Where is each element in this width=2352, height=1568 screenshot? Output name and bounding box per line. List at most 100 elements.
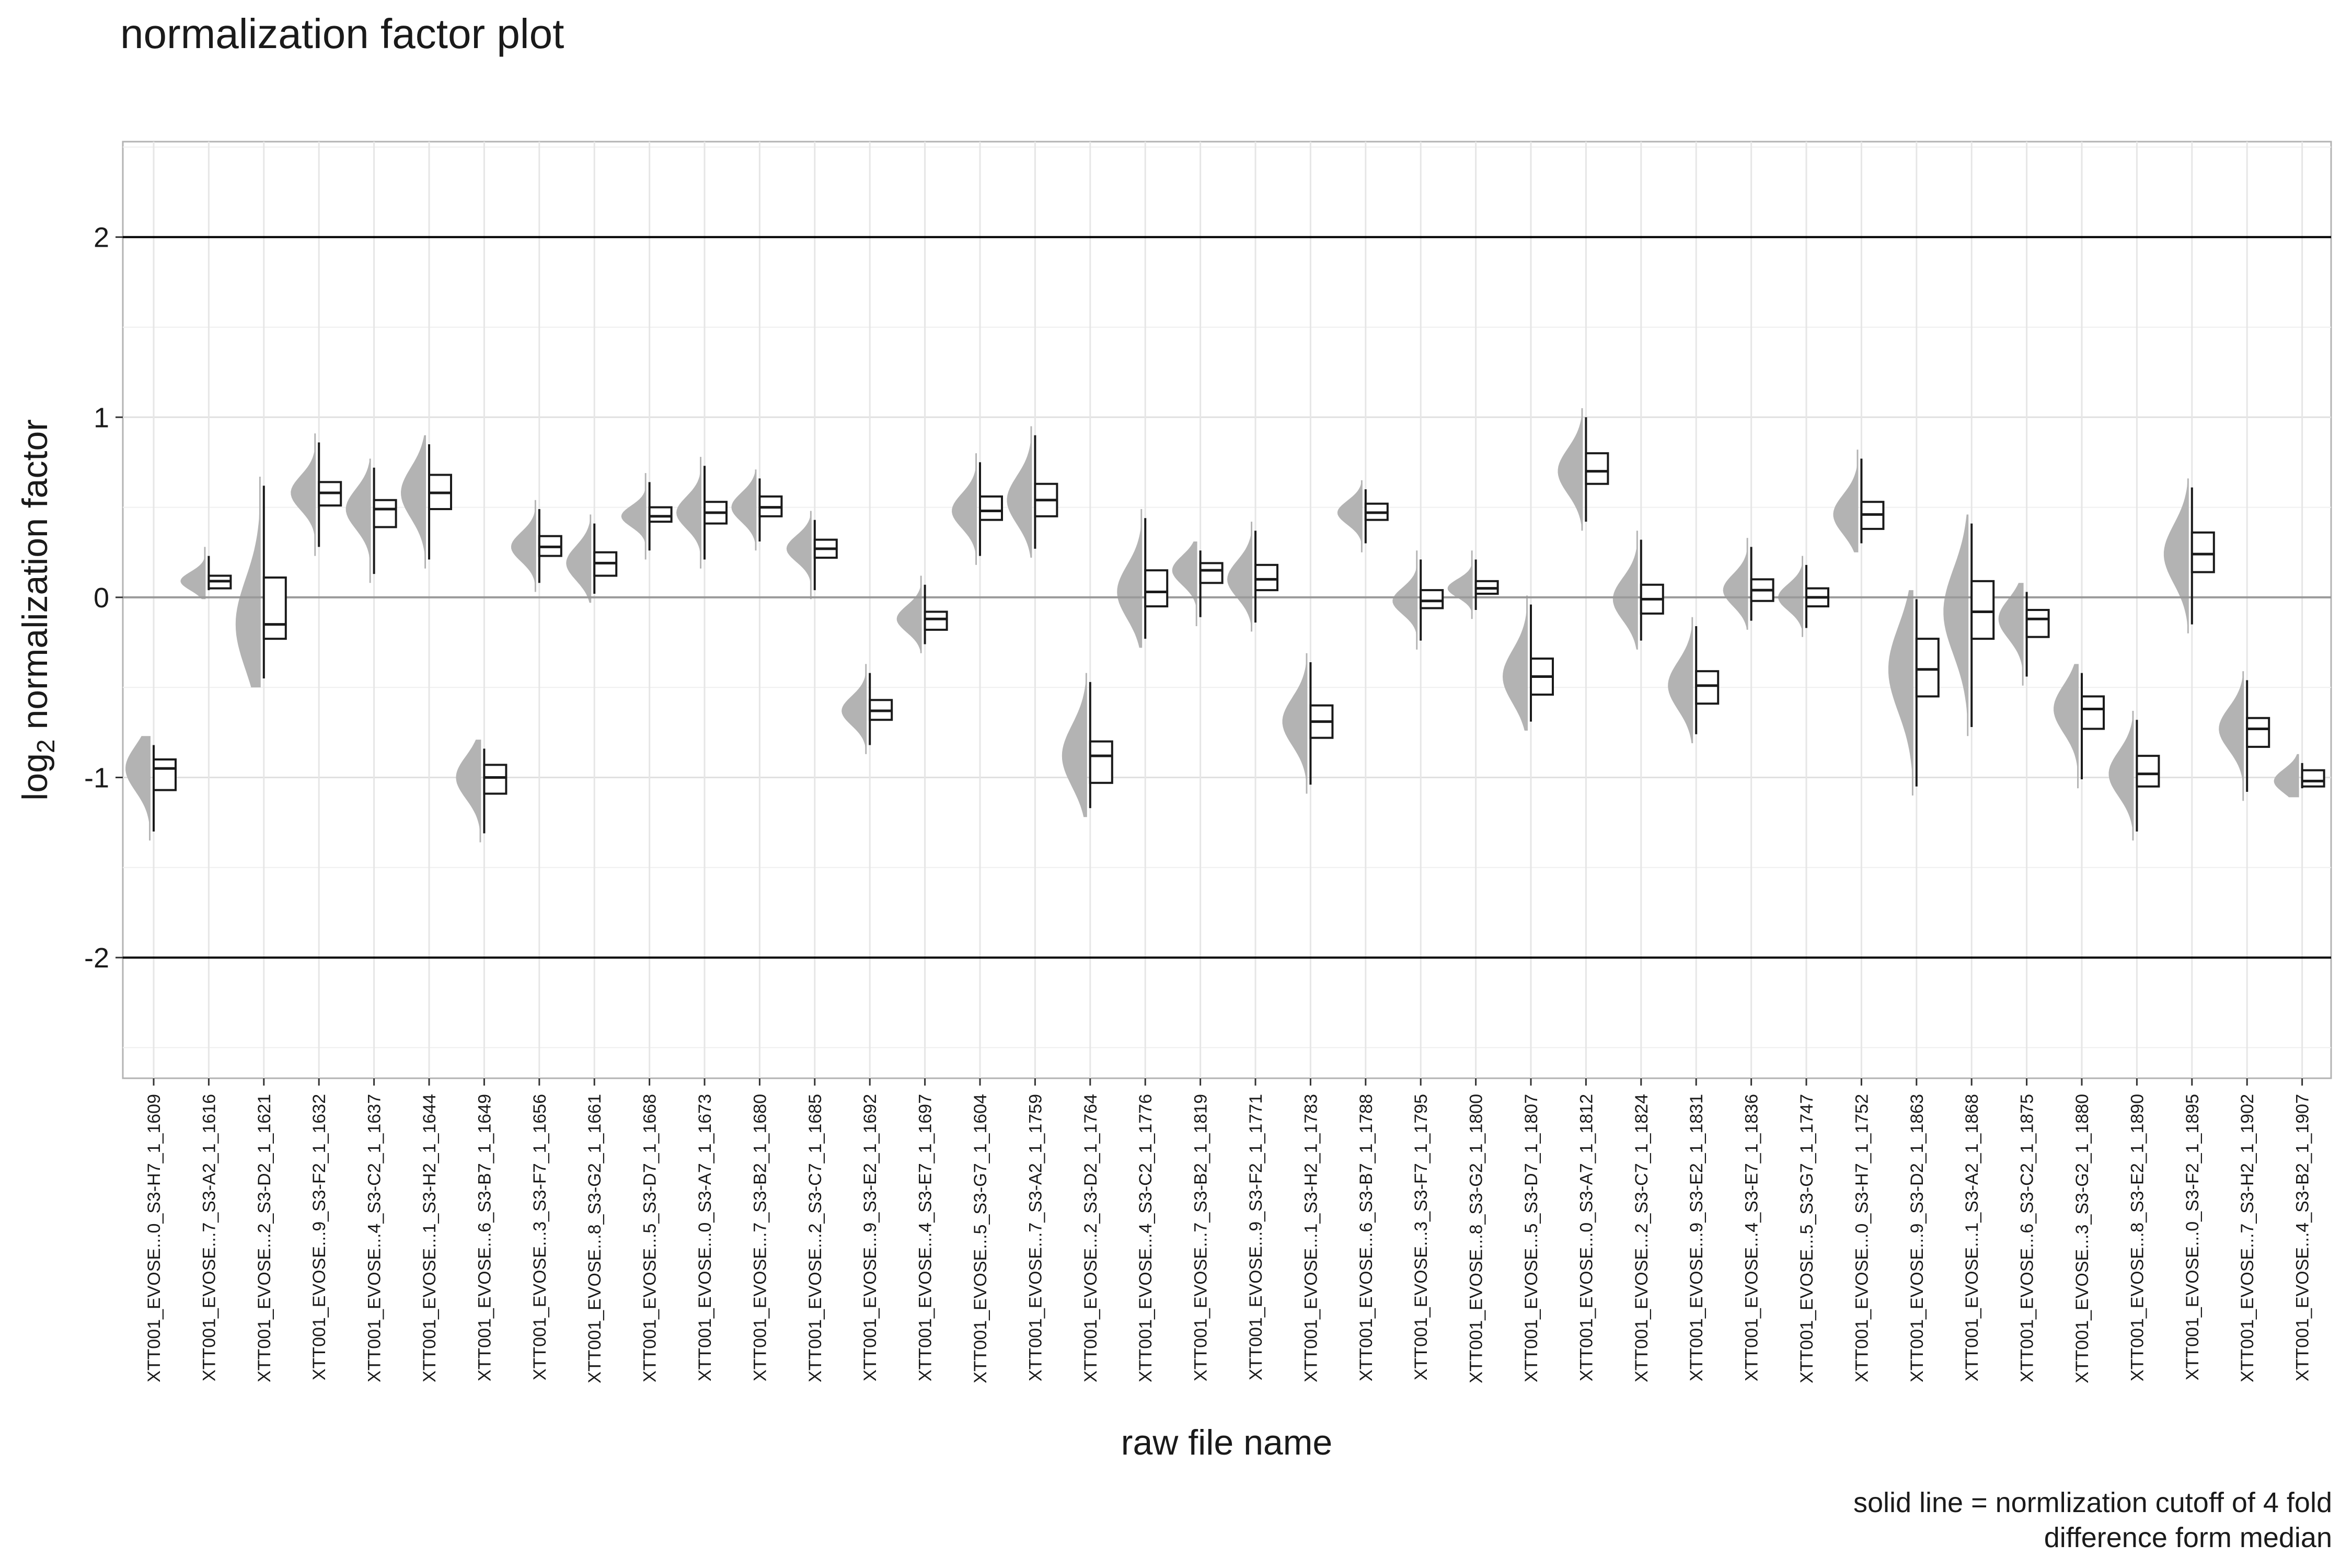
violin-shape [2219, 671, 2244, 801]
violin-shape [1282, 653, 1308, 794]
boxplot [428, 444, 452, 560]
boxplot [869, 673, 893, 745]
boxplot [262, 486, 287, 678]
plot-panel [122, 141, 2332, 1079]
x-tick-label: XTT001_EVOSE...4_S3-C2_1_1637 [365, 1094, 385, 1382]
iqr-box [2136, 755, 2160, 788]
boxplot [1474, 559, 1499, 610]
x-tick-label: XTT001_EVOSE...2_S3-C7_1_1824 [1632, 1094, 1652, 1382]
x-tick-label: XTT001_EVOSE...9_S3-E2_1_1692 [860, 1094, 880, 1381]
boxplot [1309, 662, 1334, 785]
boxplot [1915, 599, 1940, 787]
x-tick-label: XTT001_EVOSE...0_S3-A7_1_1812 [1576, 1094, 1596, 1381]
violin-shape [401, 435, 426, 569]
violin-shape [621, 473, 647, 560]
boxplot [1750, 547, 1774, 621]
violin-shape [1998, 583, 2024, 686]
x-tick-label: XTT001_EVOSE...8_S3-G2_1_1661 [585, 1094, 605, 1383]
x-tick-label: XTT001_EVOSE...0_S3-H7_1_1609 [144, 1094, 164, 1382]
boxplot [758, 478, 783, 542]
violin-shape [566, 514, 592, 603]
x-tick-label: XTT001_EVOSE...7_S3-B2_1_1819 [1191, 1094, 1211, 1381]
boxplot [1695, 626, 1720, 734]
x-tick-label: XTT001_EVOSE...3_S3-F7_1_1795 [1411, 1094, 1431, 1380]
iqr-box [2190, 531, 2215, 573]
x-tick-label: XTT001_EVOSE...9_S3-E2_1_1831 [1687, 1094, 1707, 1381]
x-tick-label: XTT001_EVOSE...6_S3-B7_1_1649 [475, 1094, 494, 1381]
x-tick-label: XTT001_EVOSE...9_S3-D2_1_1863 [1907, 1094, 1927, 1382]
x-tick-label: XTT001_EVOSE...3_S3-F7_1_1656 [530, 1094, 550, 1380]
x-tick-label: XTT001_EVOSE...5_S3-D7_1_1668 [640, 1094, 660, 1382]
x-tick-label: XTT001_EVOSE...8_S3-E2_1_1890 [2127, 1094, 2147, 1381]
boxplot [1144, 518, 1169, 639]
iqr-box [2246, 717, 2270, 748]
y-tick-label: -1 [84, 762, 109, 793]
violin-shape [1833, 449, 1859, 552]
violin-shape [2274, 754, 2299, 798]
boxplot [483, 748, 508, 834]
violin-shape [1943, 514, 1969, 736]
boxplot [318, 442, 342, 547]
iqr-box [1089, 740, 1113, 784]
y-axis-title: log2 normalization factor [15, 419, 60, 801]
x-tick-label: XTT001_EVOSE...0_S3-H7_1_1752 [1852, 1094, 1872, 1382]
iqr-box [1254, 563, 1278, 592]
x-tick-label: XTT001_EVOSE...7_S3-H2_1_1902 [2238, 1094, 2257, 1382]
iqr-box [1695, 670, 1720, 705]
y-axis-ticks: 2 1 0 -1 -2 [84, 222, 123, 974]
violin-shape [731, 469, 757, 551]
iqr-box [1970, 580, 1995, 640]
caption-line-1: solid line = normlization cutoff of 4 fo… [1853, 1487, 2332, 1518]
boxplot [1420, 559, 1444, 641]
iqr-box [1199, 562, 1224, 584]
violin-shape [896, 575, 922, 653]
violin-shape [180, 547, 206, 599]
boxplot [2136, 720, 2160, 832]
boxplot [1034, 435, 1058, 549]
boxplot [704, 466, 728, 560]
y-tick-label: 2 [94, 222, 109, 253]
boxplot [1254, 531, 1278, 623]
violin-shape [1723, 538, 1748, 630]
y-tick-label: 1 [94, 402, 109, 433]
iqr-box [153, 758, 177, 791]
x-tick-label: XTT001_EVOSE...8_S3-G2_1_1800 [1467, 1094, 1486, 1383]
iqr-box [2301, 769, 2325, 788]
violin-shape [125, 736, 151, 841]
x-tick-label: XTT001_EVOSE...5_S3-D7_1_1807 [1521, 1094, 1541, 1382]
x-tick-label: XTT001_EVOSE...0_S3-A7_1_1673 [695, 1094, 715, 1381]
iqr-box [1420, 589, 1444, 609]
iqr-box [924, 610, 948, 631]
boxplot [373, 467, 397, 574]
boxplot [2081, 673, 2105, 779]
violin-shape [786, 511, 812, 599]
x-tick-label: XTT001_EVOSE...6_S3-C2_1_1875 [2017, 1094, 2037, 1382]
x-tick-label: XTT001_EVOSE...7_S3-A2_1_1616 [199, 1094, 219, 1381]
violin-shape [511, 500, 536, 592]
violin-shape [841, 664, 867, 754]
boxplot [979, 462, 1003, 556]
iqr-box [979, 495, 1003, 521]
y-axis-title-log: log [15, 753, 55, 801]
y-tick-label: 0 [94, 582, 109, 614]
x-tick-label: XTT001_EVOSE...0_S3-F2_1_1895 [2183, 1094, 2203, 1380]
violin-shape [1062, 673, 1087, 817]
x-tick-label: XTT001_EVOSE...2_S3-D2_1_1764 [1081, 1094, 1101, 1382]
violin-layer [125, 408, 2299, 843]
x-tick-label: XTT001_EVOSE...5_S3-G7_1_1604 [971, 1094, 990, 1383]
boxplot [1199, 550, 1224, 617]
boxplot [1805, 564, 1829, 628]
x-tick-label: XTT001_EVOSE...6_S3-B7_1_1788 [1356, 1094, 1376, 1381]
iqr-box [1915, 638, 1940, 698]
violin-shape [1612, 531, 1638, 650]
x-tick-label: XTT001_EVOSE...7_S3-B2_1_1680 [750, 1094, 770, 1381]
x-tick-label: XTT001_EVOSE...4_S3-B2_1_1907 [2293, 1094, 2313, 1381]
boxplot [2025, 592, 2050, 677]
iqr-box [262, 576, 287, 640]
boxplot [1089, 682, 1113, 809]
iqr-box [483, 764, 508, 795]
x-tick-label: XTT001_EVOSE...2_S3-C7_1_1685 [805, 1094, 825, 1382]
boxplot [2301, 763, 2325, 789]
caption-line-2: difference form median [2044, 1522, 2332, 1553]
